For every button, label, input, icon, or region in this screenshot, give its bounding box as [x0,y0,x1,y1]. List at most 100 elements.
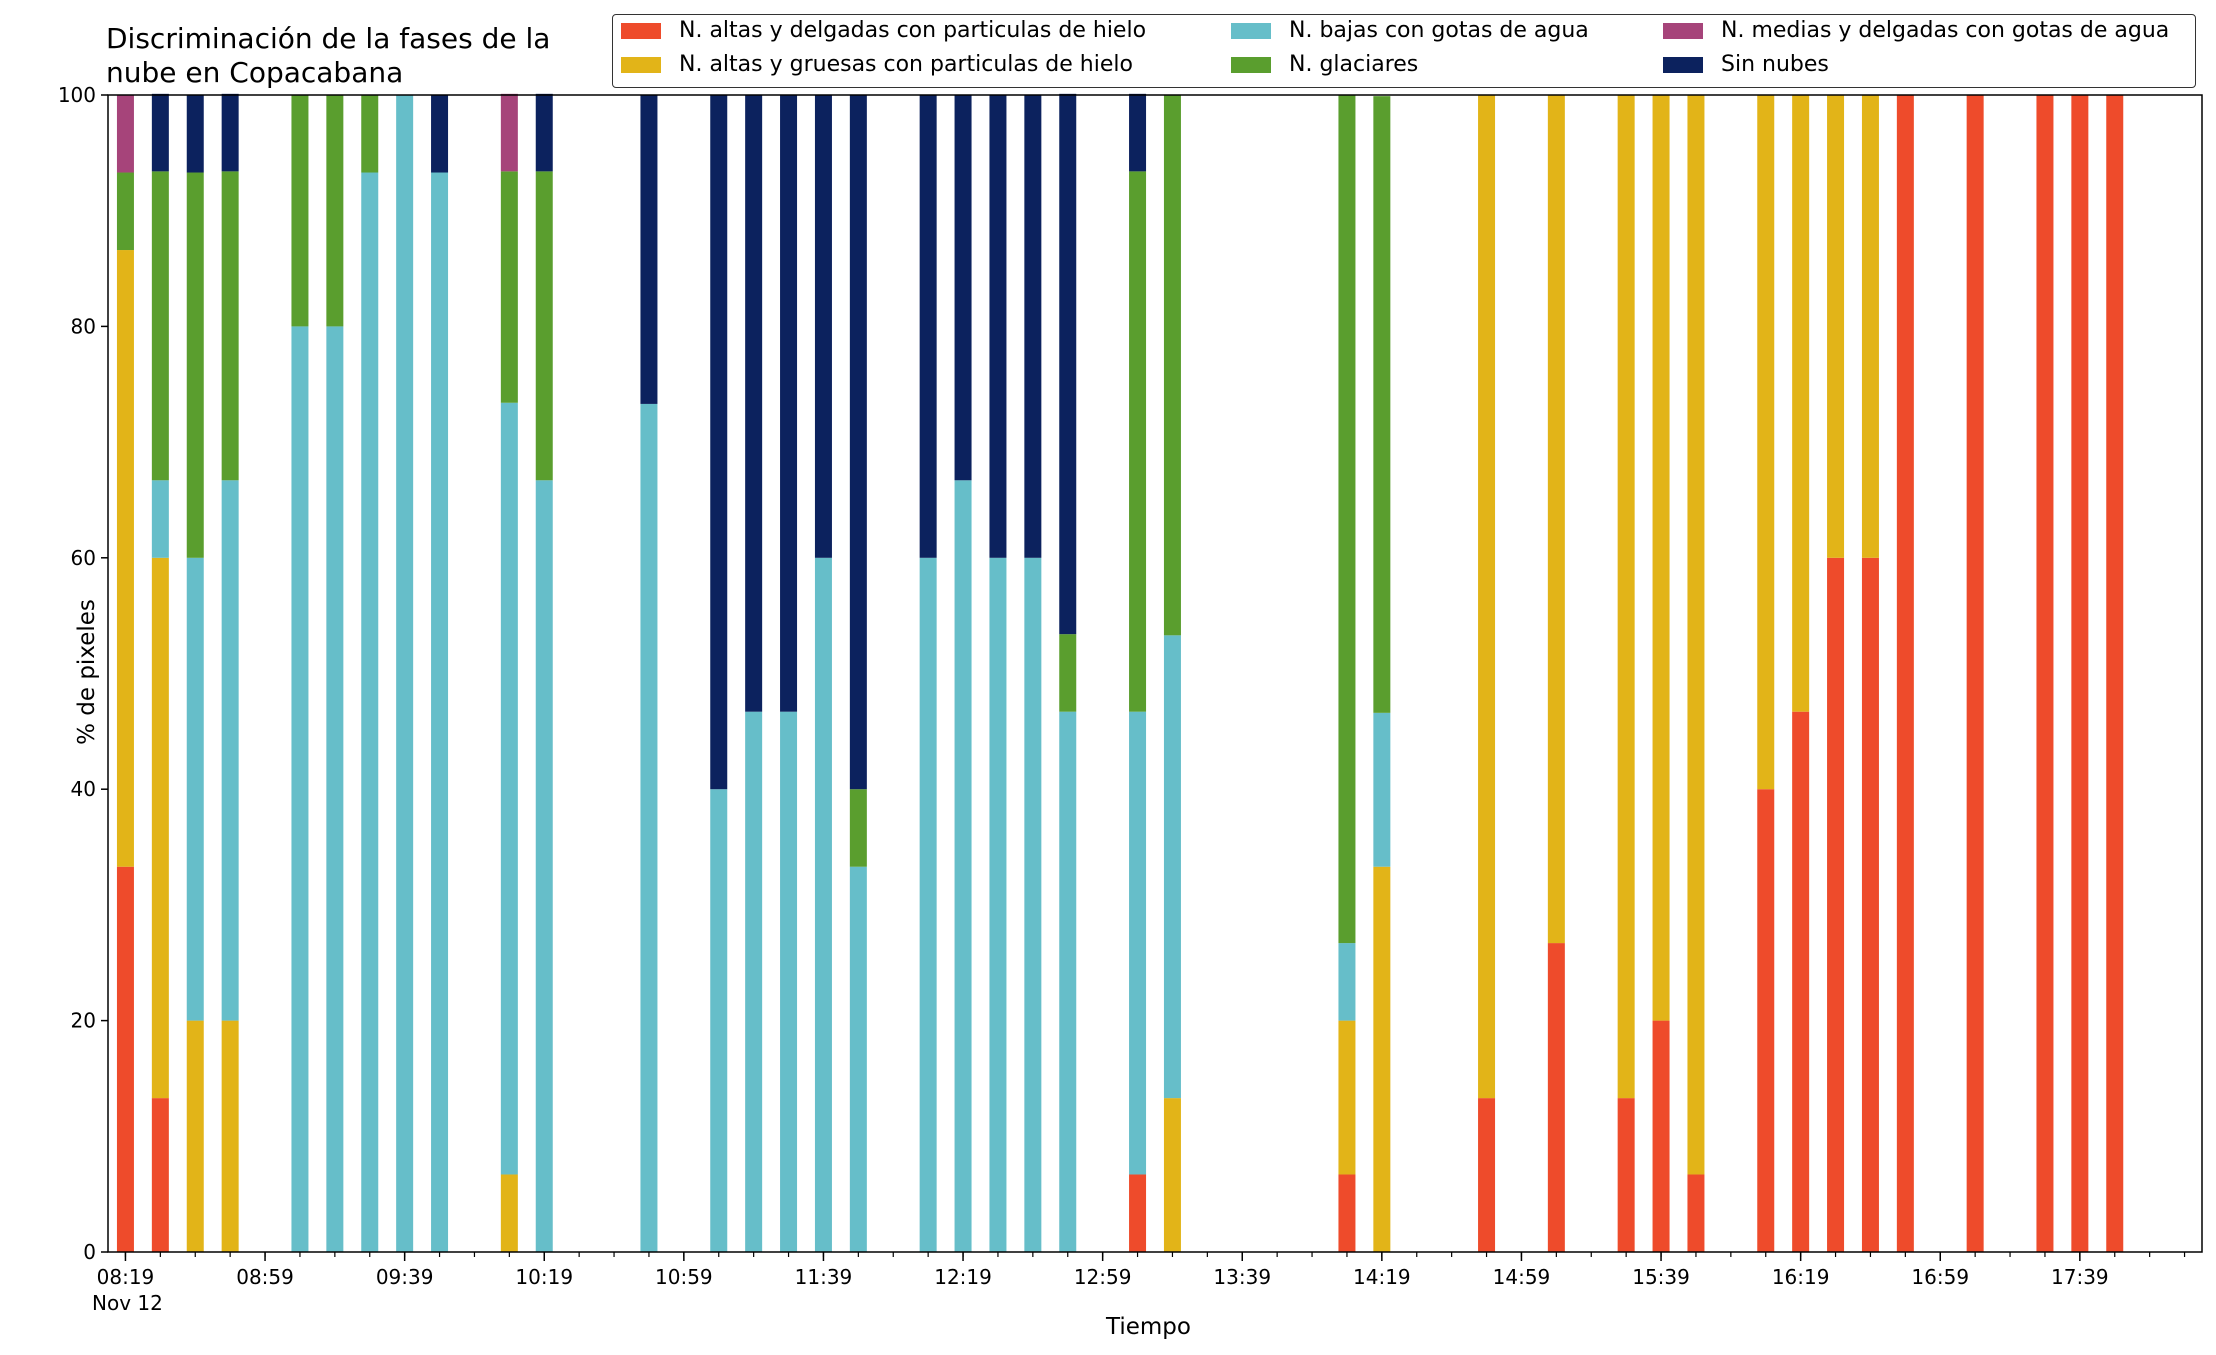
bar-segment [186,95,204,173]
bar-segment [814,95,832,558]
bar-segment [1059,711,1077,1252]
bar-segment [919,95,937,558]
y-tick-label: 0 [83,1240,96,1264]
x-tick-label: 17:39 [2051,1265,2109,1289]
bar-segment [1896,95,1914,1252]
bar-segment [954,480,972,1252]
legend-swatch [621,22,661,39]
bar-segment [500,93,518,172]
bar-segment [919,557,937,1252]
legend-item-bajas-agua: N. bajas con gotas de agua [1231,18,1589,43]
x-tick-label: 16:59 [1911,1265,1969,1289]
bar-segment [1827,557,1845,1252]
x-tick-label: 15:39 [1632,1265,1690,1289]
bar-segment [1861,95,1879,558]
legend-label: N. bajas con gotas de agua [1289,18,1589,43]
y-tick-label: 60 [71,546,96,570]
legend-swatch [1231,56,1271,73]
bar-segment [1059,93,1077,635]
bar-segment [1687,1174,1705,1252]
bar-segment [151,93,169,172]
bar-segment [640,95,658,404]
bar-segment [1687,95,1705,1175]
legend-label: N. altas y delgadas con particulas de hi… [679,18,1147,43]
legend-item-glaciares: N. glaciares [1231,52,1418,77]
bar-segment [431,172,449,1252]
bar-segment [1373,866,1391,1252]
bar-segment [710,789,728,1252]
bar-segment [849,789,867,867]
bar-segment [431,95,449,173]
axes-frame [107,94,2203,1253]
bar-segment [1652,95,1670,1021]
bar-segment [849,866,867,1252]
bar-segment [780,711,798,1252]
bar-segment [1757,789,1775,1252]
bar-segment [1478,95,1496,1099]
bar-segment [500,171,518,403]
bar-segment [1129,1174,1147,1252]
bar-segment [151,557,169,1099]
bar-segment [151,171,169,481]
bar-segment [745,95,763,712]
y-tick-label: 40 [71,777,96,801]
x-tick-label: 11:39 [795,1265,853,1289]
legend-item-hielo-gruesas: N. altas y gruesas con particulas de hie… [621,52,1133,77]
bar-segment [1547,943,1565,1252]
legend: N. altas y delgadas con particulas de hi… [612,14,2196,88]
bar-segment [500,402,518,1175]
x-tick-label: 16:19 [1772,1265,1830,1289]
bar-segment [2071,95,2089,1252]
x-tick-label: 12:19 [934,1265,992,1289]
bar-segment [1617,1098,1635,1252]
x-tick-label: 10:59 [655,1265,713,1289]
bar-segment [849,95,867,790]
bar-segment [361,95,379,173]
bar-segment [116,866,134,1252]
legend-item-sin-nubes: Sin nubes [1663,52,1829,77]
bar-segment [535,171,553,481]
bar-segment [710,95,728,790]
bar-segment [1338,1174,1356,1252]
bar-segment [186,1020,204,1252]
bar-segment [989,95,1007,558]
bar-segment [640,403,658,1252]
bar-segment [745,711,763,1252]
legend-label: N. glaciares [1289,52,1419,77]
bar-segment [989,557,1007,1252]
bar-segment [1478,1098,1496,1252]
bar-segment [221,171,239,481]
bar-segment [1059,634,1077,712]
bar-segment [361,172,379,1252]
bar-segment [2106,95,2124,1252]
y-tick-label: 100 [58,83,96,107]
x-tick-label: 14:19 [1353,1265,1411,1289]
bar-segment [1373,712,1391,867]
legend-swatch [1231,22,1271,39]
bar-segment [1338,943,1356,1021]
bar-segment [1338,1020,1356,1175]
bar-segment [326,326,344,1252]
x-tick-label: 10:19 [515,1265,573,1289]
bar-segment [814,557,832,1252]
bar-segment [1024,557,1042,1252]
bar-segment [954,95,972,481]
legend-swatch [1663,56,1703,73]
bar-segment [1966,95,1984,1252]
bar-segment [1652,1020,1670,1252]
x-tick-label: 08:59 [236,1265,294,1289]
x-tick-label: 12:59 [1074,1265,1132,1289]
x-tick-label: 13:39 [1213,1265,1271,1289]
bar-segment [151,1098,169,1252]
x-axis-label: Tiempo [1106,1314,1191,1340]
bar-segment [291,326,309,1252]
bar-segment [1757,95,1775,790]
bar-segment [116,95,134,173]
bar-segment [1617,95,1635,1099]
bar-segment [1024,95,1042,558]
bar-segment [221,1020,239,1252]
y-tick-label: 80 [71,314,96,338]
legend-item-medias-agua: N. medias y delgadas con gotas de agua [1663,18,2169,43]
chart-title: Discriminación de la fases de la nube en… [106,22,551,89]
